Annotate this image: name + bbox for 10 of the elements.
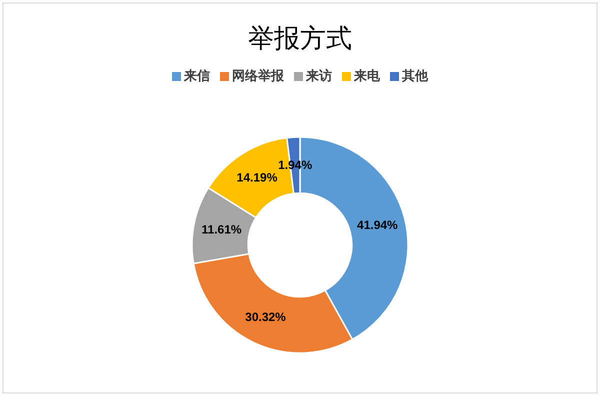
data-label: 41.94% (357, 218, 398, 232)
data-label: 30.32% (245, 310, 286, 324)
legend-label: 来信 (183, 68, 210, 83)
legend-label: 来电 (353, 68, 381, 83)
chart-title: 举报方式 (248, 23, 352, 53)
legend-label: 来访 (305, 68, 332, 83)
legend-label: 其他 (401, 68, 429, 83)
data-label: 14.19% (236, 170, 278, 185)
data-label: 11.61% (202, 222, 242, 237)
legend-label: 网络举报 (232, 68, 285, 83)
